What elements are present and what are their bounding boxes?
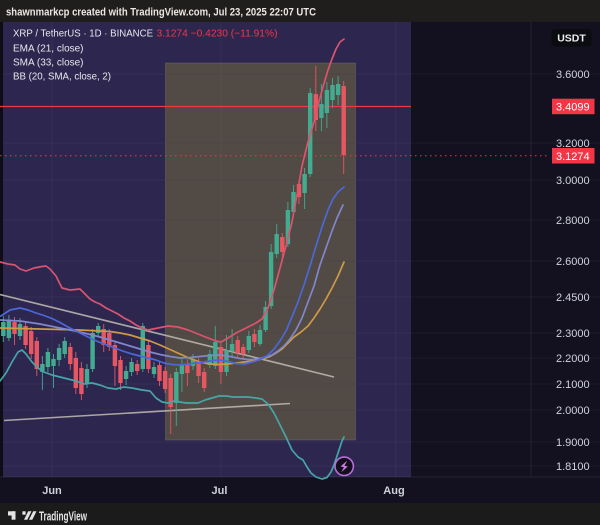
svg-text:1.9000: 1.9000 <box>556 437 590 449</box>
svg-text:3.6000: 3.6000 <box>556 69 590 81</box>
svg-text:TradingView: TradingView <box>39 509 88 524</box>
svg-text:2.0000: 2.0000 <box>556 405 590 417</box>
svg-text:Jun: Jun <box>42 485 62 497</box>
svg-text:shawnmarkcp created with Tradi: shawnmarkcp created with TradingView.com… <box>6 7 316 19</box>
svg-text:2.4500: 2.4500 <box>556 292 590 304</box>
svg-text:XRP / TetherUS · 1D · BINANCE: XRP / TetherUS · 1D · BINANCE <box>13 29 153 40</box>
svg-text:3.2000: 3.2000 <box>556 138 590 150</box>
svg-text:BB (20, SMA, close, 2): BB (20, SMA, close, 2) <box>13 72 111 83</box>
svg-text:SMA (33, close): SMA (33, close) <box>13 58 84 69</box>
svg-text:2.3000: 2.3000 <box>556 328 590 340</box>
svg-text:3.1274 −0.4230 (−11.91%): 3.1274 −0.4230 (−11.91%) <box>157 29 278 40</box>
svg-text:Aug: Aug <box>383 485 404 497</box>
svg-text:3.0000: 3.0000 <box>556 175 590 187</box>
svg-text:EMA (21, close): EMA (21, close) <box>13 44 84 55</box>
svg-text:3.4099: 3.4099 <box>556 102 590 114</box>
svg-text:USDT: USDT <box>557 33 586 45</box>
svg-text:2.2000: 2.2000 <box>556 353 590 365</box>
svg-text:3.1274: 3.1274 <box>556 151 590 163</box>
svg-text:1.8100: 1.8100 <box>556 461 590 473</box>
svg-text:2.6000: 2.6000 <box>556 256 590 268</box>
svg-text:2.8000: 2.8000 <box>556 215 590 227</box>
svg-text:2.1000: 2.1000 <box>556 379 590 391</box>
svg-text:Jul: Jul <box>212 485 228 497</box>
